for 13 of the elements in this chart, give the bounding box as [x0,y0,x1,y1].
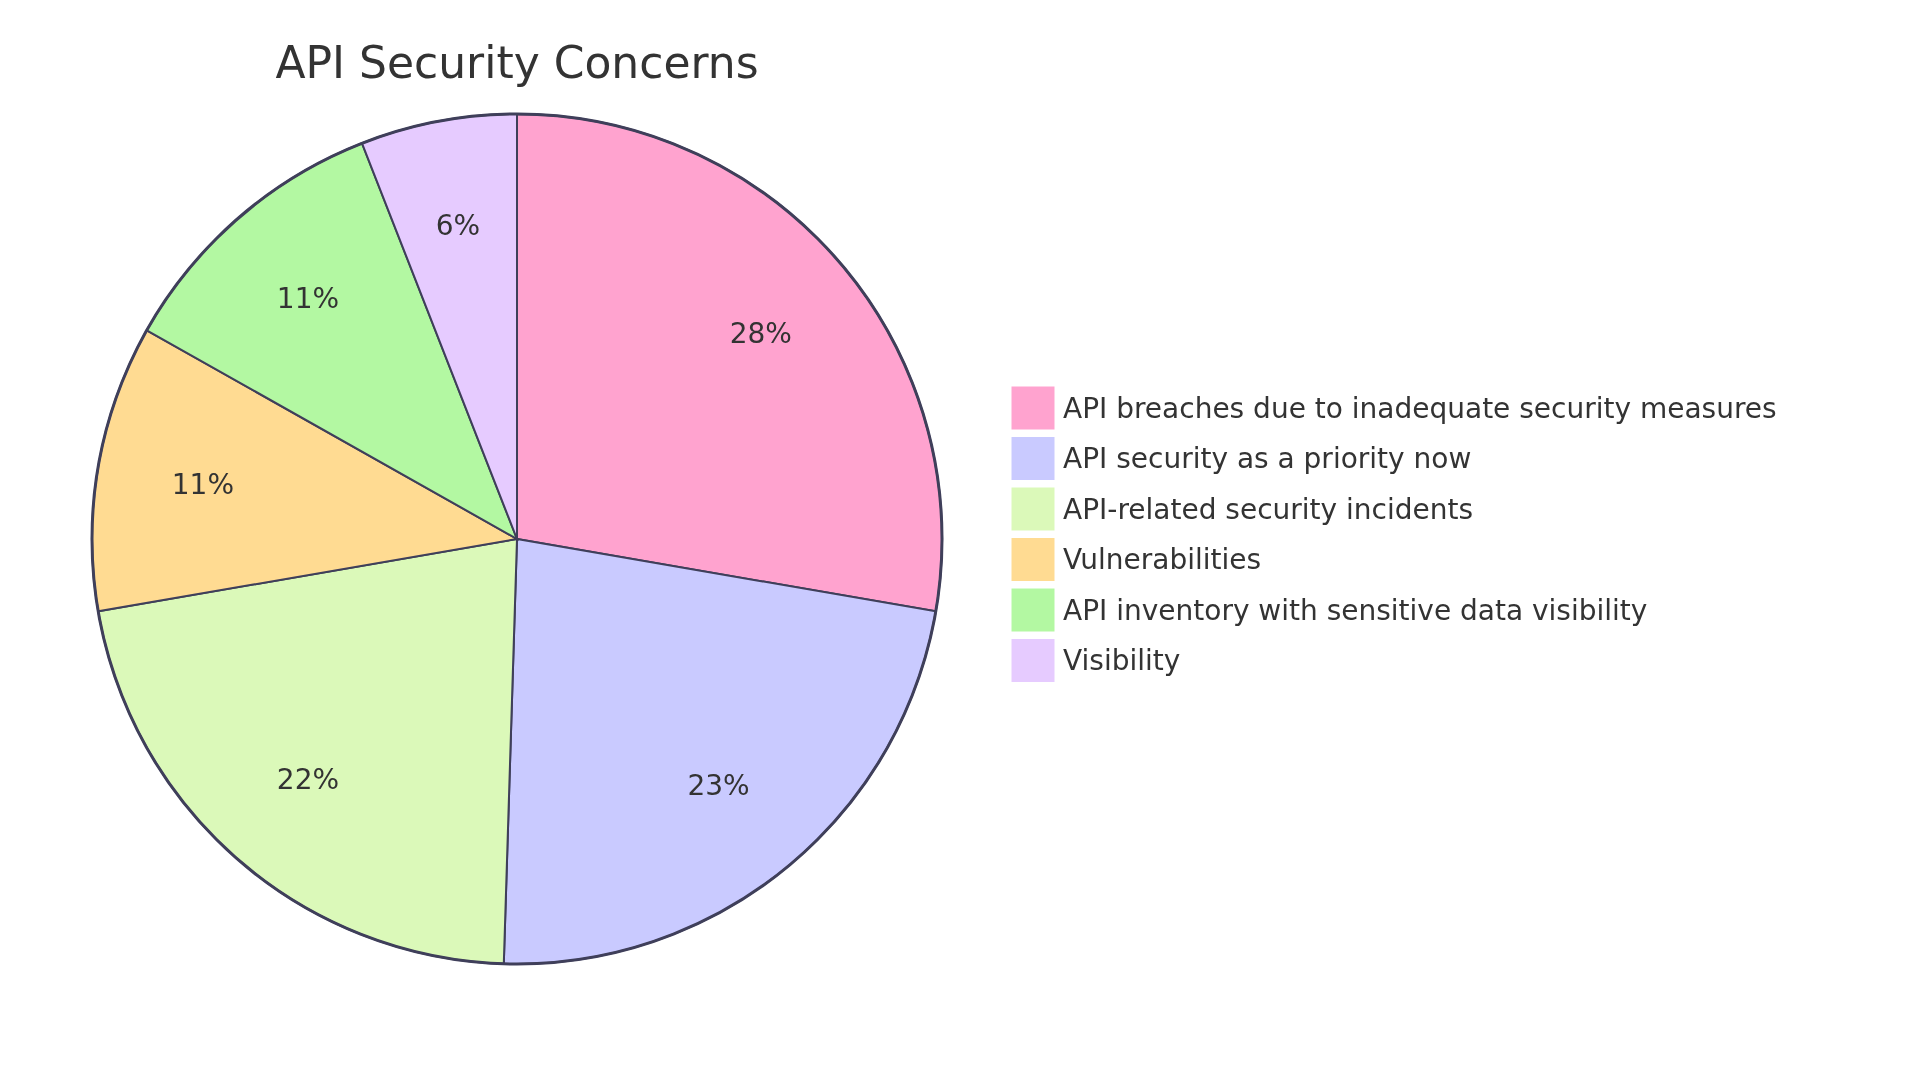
data-label: 28% [729,317,792,351]
legend-label: Visibility [1063,644,1181,677]
chart-title: API Security Concerns [275,37,759,88]
data-label: 22% [276,763,340,797]
legend-label: API security as a priority now [1063,442,1472,475]
data-label: 11% [171,468,235,502]
legend-label: API breaches due to inadequate security measures [1063,391,1777,425]
data-label: 23% [687,769,750,803]
data-label: 11% [276,281,340,315]
data-label: 6% [435,209,481,243]
legend-label: API-related security incidents [1063,492,1474,526]
legend-label: Vulnerabilities [1063,543,1262,576]
legend-label: API inventory with sensitive data visibility [1063,593,1648,627]
